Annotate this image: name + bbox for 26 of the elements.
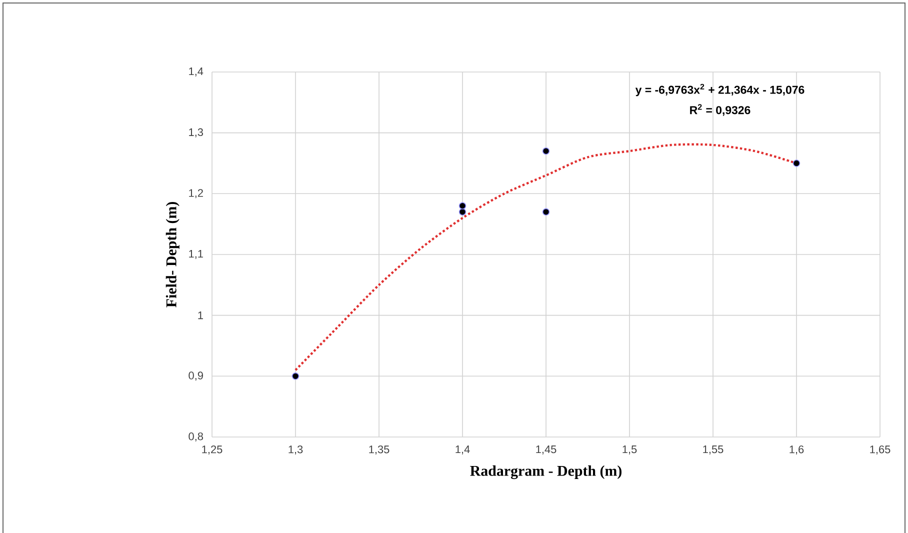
y-tick-label: 0,9 <box>188 372 203 381</box>
y-tick-label: 1,4 <box>189 68 204 76</box>
x-tick-label: 1,3 <box>288 446 303 455</box>
point <box>292 372 300 380</box>
y-tick-label: 1,3 <box>189 128 204 138</box>
x-tick-label: 1,65 <box>870 446 890 455</box>
point <box>792 160 800 167</box>
y-tick-label: 1,1 <box>189 250 203 259</box>
x-tick-label: 1,45 <box>536 446 556 454</box>
point <box>542 147 550 155</box>
y-tick-label: 1 <box>198 312 203 320</box>
point <box>458 208 466 216</box>
y-axis-title: Field- Depth (m) <box>166 202 180 308</box>
point <box>458 202 466 210</box>
x-tick-label: 1,55 <box>703 446 724 454</box>
annotation: R$^{2}$ = 0,9326 <box>690 104 750 116</box>
annotation: y = -6,9763x$^{2}$ + 21,364x - 15,076 <box>635 84 804 96</box>
x-tick-label: 1,4 <box>456 446 470 454</box>
y-tick-label: 0,8 <box>188 432 204 442</box>
x-axis-title: Radargram - Depth (m) <box>470 465 622 480</box>
x-tick-label: 1,5 <box>622 446 637 454</box>
x-tick-label: 1,6 <box>790 446 804 455</box>
x-tick-label: 1,35 <box>369 446 390 455</box>
point <box>542 208 550 216</box>
x-tick-label: 1,25 <box>202 446 222 455</box>
y-tick-label: 1,2 <box>189 189 203 198</box>
